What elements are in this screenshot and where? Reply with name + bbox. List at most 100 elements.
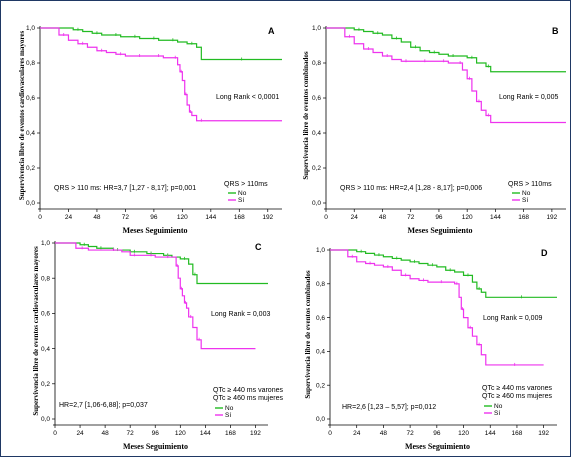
legend-label-si: Sí: [225, 412, 231, 419]
x-tick-label: 192: [250, 430, 261, 437]
y-tick-label: 0,4: [316, 349, 325, 356]
x-tick-label: 72: [122, 214, 130, 221]
x-tick-label: 168: [234, 214, 245, 221]
x-tick-label: 192: [538, 430, 549, 437]
y-tick-label: 1,0: [41, 240, 50, 247]
series-line-no: [330, 249, 557, 298]
y-tick-label: 0,2: [312, 165, 321, 172]
y-tick-label: 0,2: [41, 381, 50, 388]
y-tick-label: 1,0: [316, 247, 325, 254]
y-tick-label: 0,0: [316, 416, 325, 423]
legend-title-line: QTc ≥ 440 ms varones: [213, 387, 283, 394]
panel-c: 0,0 0,2 0,4 0,6 0,8 1,0 0 24 48 72 96 120 144 168 192 M…: [32, 240, 283, 451]
series-line-no: [55, 242, 268, 285]
panel-letter: A: [268, 26, 275, 36]
legend-label-si: Sí: [238, 197, 244, 204]
series-line-no: [40, 27, 282, 61]
log-rank-annotation: Long Rank < 0,0001: [216, 94, 279, 101]
y-axis-title: Supervivencia libre de eventos combinado…: [304, 270, 312, 398]
legend-label-no: No: [494, 403, 503, 410]
log-rank-annotation: Long Rank = 0,005: [499, 94, 558, 101]
x-tick-label: 120: [462, 214, 473, 221]
series-line-si: [55, 242, 256, 350]
legend-label-no: No: [522, 190, 531, 197]
y-tick-label: 0,0: [41, 416, 50, 423]
x-tick-label: 120: [175, 430, 186, 437]
y-tick-label: 0,4: [41, 346, 50, 353]
hazard-ratio-annotation: QRS > 110 ms: HR=3,7 [1,27 - 8,17]; p=0,…: [54, 185, 196, 192]
x-tick-label: 96: [150, 214, 158, 221]
hazard-ratio-annotation: HR=2,7 [1,06-6,88]; p=0,037: [59, 402, 148, 409]
x-tick-label: 72: [407, 430, 415, 437]
x-tick-label: 0: [324, 214, 328, 221]
x-tick-label: 168: [512, 430, 523, 437]
log-rank-annotation: Long Rank = 0,009: [483, 315, 542, 322]
y-tick-label: 0,0: [312, 200, 321, 207]
y-tick-label: 0,8: [26, 60, 35, 67]
panel-letter: C: [255, 242, 262, 252]
y-tick-label: 0,4: [26, 130, 35, 137]
legend-label-si: Sí: [494, 410, 500, 417]
panel-d: 0,0 0,2 0,4 0,6 0,8 1,0 0 24 48 72 96 120 144 168 192 M…: [304, 247, 557, 451]
legend-title: QRS > 110ms: [224, 181, 268, 188]
y-tick-label: 0,6: [316, 315, 325, 322]
x-tick-label: 72: [407, 214, 415, 221]
x-axis-title: Meses Seguimiento: [122, 226, 187, 235]
log-rank-annotation: Long Rank = 0,003: [211, 311, 270, 318]
panel-letter: B: [552, 26, 559, 36]
x-tick-label: 168: [518, 214, 529, 221]
x-tick-label: 0: [53, 430, 57, 437]
legend-title: QRS > 110ms: [508, 181, 552, 188]
y-tick-label: 0,6: [312, 95, 321, 102]
x-tick-label: 192: [546, 214, 557, 221]
x-tick-label: 96: [435, 214, 443, 221]
y-tick-label: 1,0: [312, 25, 321, 32]
x-tick-label: 96: [433, 430, 441, 437]
x-tick-label: 48: [380, 430, 388, 437]
series-line-no: [326, 27, 566, 73]
y-tick-label: 0,6: [41, 311, 50, 318]
y-tick-label: 1,0: [26, 25, 35, 32]
y-axis-title: Supervivencia libre de eventos cardiovas…: [18, 31, 26, 201]
x-axis-title: Meses Seguimiento: [407, 226, 472, 235]
panel-b: 0,0 0,2 0,4 0,6 0,8 1,0 0 24 48 72 96 120 144 168 192 M…: [302, 25, 566, 235]
x-tick-label: 144: [490, 214, 501, 221]
y-axis-title: Supervivencia libre de eventos combinado…: [302, 51, 310, 179]
legend-label-no: No: [238, 190, 247, 197]
x-tick-label: 24: [351, 214, 359, 221]
x-tick-label: 24: [76, 430, 84, 437]
x-axis-title: Meses Seguimiento: [123, 442, 188, 451]
hazard-ratio-annotation: HR=2,6 [1,23 – 5,57]; p=0,012: [342, 404, 436, 411]
x-tick-label: 144: [200, 430, 211, 437]
series-line-si: [330, 249, 544, 366]
legend-title-line: QTc ≥ 460 ms mujeres: [213, 395, 283, 402]
x-tick-label: 48: [379, 214, 387, 221]
series-line-si: [326, 27, 566, 124]
x-axis-title: Meses Seguimiento: [405, 442, 470, 451]
x-tick-label: 192: [262, 214, 273, 221]
x-tick-label: 0: [328, 430, 332, 437]
panel-letter: D: [541, 248, 548, 258]
legend-title-line: QTc ≥ 440 ms varones: [482, 385, 552, 392]
x-tick-label: 24: [353, 430, 361, 437]
x-tick-label: 120: [177, 214, 188, 221]
y-axis-title: Supervivencia libre de eventos cardiovas…: [32, 246, 40, 416]
y-tick-label: 0,8: [312, 60, 321, 67]
legend-label-si: Sí: [522, 197, 528, 204]
legend-title-line: QTc ≥ 460 ms mujeres: [482, 393, 552, 400]
x-tick-label: 24: [65, 214, 73, 221]
x-tick-label: 48: [93, 214, 101, 221]
x-tick-label: 144: [485, 430, 496, 437]
x-tick-label: 72: [127, 430, 135, 437]
legend-label-no: No: [225, 405, 234, 412]
hazard-ratio-annotation: QRS > 110 ms: HR=2,4 [1,28 - 8,17]; p=0,…: [340, 185, 482, 192]
panel-a: 0,0 0,2 0,4 0,6 0,8 1,0 0 24 48 72 96 120 144 168 192 M…: [18, 25, 282, 235]
y-tick-label: 0,6: [26, 95, 35, 102]
x-tick-label: 96: [152, 430, 160, 437]
